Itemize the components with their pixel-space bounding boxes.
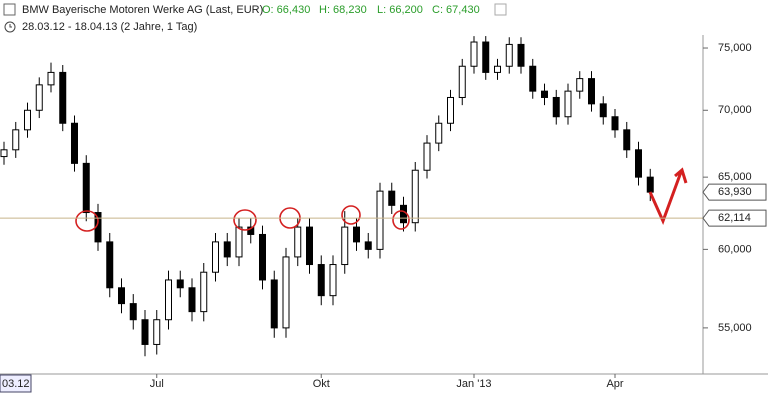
candle-body xyxy=(294,226,302,258)
symbol-icon[interactable] xyxy=(3,3,16,16)
candle-body xyxy=(435,122,443,144)
y-tick-label: 75,000 xyxy=(718,42,752,54)
candle-body xyxy=(529,65,537,92)
candle-body xyxy=(447,96,454,124)
plot-area xyxy=(0,36,654,357)
last-price-box xyxy=(702,183,767,201)
candle-body xyxy=(599,103,607,118)
candle-body xyxy=(247,226,255,235)
candle-body xyxy=(505,43,513,67)
candle-body xyxy=(35,84,43,111)
y-tick-label: 60,000 xyxy=(718,243,752,255)
candle-body xyxy=(411,169,419,224)
candle-body xyxy=(423,142,431,171)
candle-body xyxy=(71,122,78,164)
candle-body xyxy=(212,241,219,273)
candle-body xyxy=(106,241,114,289)
x-tick-label: Jan '13 xyxy=(456,378,491,390)
candle-body xyxy=(552,96,560,118)
cursor-box xyxy=(0,374,32,393)
candle-body xyxy=(59,71,67,124)
candle-body xyxy=(12,129,20,151)
candle-body xyxy=(494,65,501,73)
candle-body xyxy=(141,319,149,345)
candle-body xyxy=(153,319,161,345)
candle-body xyxy=(564,90,572,118)
settings-icon[interactable] xyxy=(494,3,507,16)
candle-body xyxy=(588,78,595,105)
candle-body xyxy=(129,303,137,321)
candle-body xyxy=(646,176,654,193)
candle-body xyxy=(47,71,55,86)
candle-body xyxy=(235,226,243,258)
candle-body xyxy=(470,41,478,67)
candle-body xyxy=(24,109,31,131)
candle-body xyxy=(458,65,466,98)
hline-price-box xyxy=(702,209,767,227)
annotations xyxy=(75,167,688,232)
y-tick-label: 70,000 xyxy=(718,104,752,116)
candle-body xyxy=(329,264,337,297)
candle-body xyxy=(388,190,396,206)
candle-body xyxy=(200,271,208,313)
candle-body xyxy=(270,279,278,329)
candle-body xyxy=(635,149,642,178)
candle-body xyxy=(118,287,125,305)
clock-icon xyxy=(4,21,16,33)
candle-body xyxy=(376,190,384,250)
candle-body xyxy=(611,116,619,131)
candle-body xyxy=(317,264,325,297)
candle-body xyxy=(82,162,90,214)
candle-body xyxy=(623,129,631,151)
candle-body xyxy=(517,43,525,67)
y-tick-label: 65,000 xyxy=(718,171,752,183)
open-label: O: 66,430 xyxy=(262,4,310,16)
annotation-circle xyxy=(341,205,361,225)
annotation-circle xyxy=(233,209,257,231)
annotation-circle xyxy=(75,210,99,232)
candle-body xyxy=(165,279,172,321)
candle-body xyxy=(576,78,584,92)
chart-title: BMW Bayerische Motoren Werke AG (Last, E… xyxy=(22,4,263,16)
x-tick-label: Apr xyxy=(606,378,623,390)
hline-price-label: 62,114 xyxy=(718,212,751,224)
x-tick-label: Jul xyxy=(150,378,164,390)
close-label: C: 67,430 xyxy=(432,4,480,16)
candle-body xyxy=(364,241,372,250)
high-label: H: 68,230 xyxy=(319,4,367,16)
candle-body xyxy=(541,90,548,98)
candle-body xyxy=(176,279,184,289)
annotation-arrow xyxy=(648,167,688,225)
low-label: L: 66,200 xyxy=(377,4,423,16)
candle-body xyxy=(353,226,360,243)
candle-body xyxy=(482,41,490,73)
last-price-label: 63,930 xyxy=(718,186,752,198)
candle-body xyxy=(259,233,266,281)
candle-body xyxy=(282,256,290,329)
x-tick-label: Okt xyxy=(313,378,330,390)
candle-body xyxy=(341,226,349,266)
clock-hands xyxy=(9,24,12,28)
candle-body xyxy=(188,287,196,313)
cursor-label: 03.12 xyxy=(2,378,30,390)
candle-body xyxy=(0,149,8,158)
annotation-circle xyxy=(392,210,410,230)
y-tick-label: 55,000 xyxy=(718,322,752,334)
chart-subtitle: 28.03.12 - 18.04.13 (2 Jahre, 1 Tag) xyxy=(22,21,197,33)
candle-body xyxy=(306,226,313,266)
candle-body xyxy=(223,241,231,258)
candle-body xyxy=(400,204,407,224)
